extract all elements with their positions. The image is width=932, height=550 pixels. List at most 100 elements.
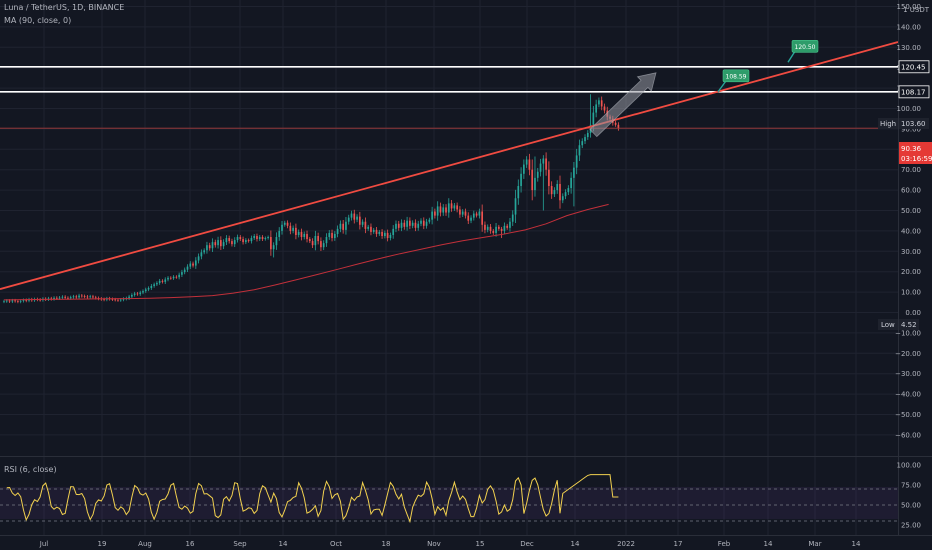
candle-body[interactable] — [406, 220, 408, 227]
candle-body[interactable] — [272, 245, 275, 250]
candle-body[interactable] — [439, 206, 442, 213]
candle-body[interactable] — [573, 167, 575, 178]
candle-body[interactable] — [89, 296, 92, 298]
candle-body[interactable] — [506, 225, 509, 228]
candle-body[interactable] — [561, 196, 564, 201]
candle-body[interactable] — [69, 297, 72, 299]
candle-body[interactable] — [86, 296, 89, 298]
candle-body[interactable] — [156, 282, 158, 285]
candle-body[interactable] — [167, 277, 169, 280]
candle-body[interactable] — [119, 299, 122, 301]
candle-body[interactable] — [364, 221, 367, 229]
candle-body[interactable] — [361, 221, 364, 225]
candle-body[interactable] — [539, 163, 542, 172]
candle-body[interactable] — [297, 231, 300, 235]
candle-body[interactable] — [339, 223, 342, 229]
candle-body[interactable] — [314, 236, 317, 246]
candle-body[interactable] — [300, 231, 303, 238]
candle-body[interactable] — [133, 293, 136, 295]
callout-box[interactable] — [722, 69, 750, 83]
candle-body[interactable] — [347, 217, 350, 222]
candle-body[interactable] — [331, 232, 333, 239]
candle-body[interactable] — [542, 158, 545, 164]
candle-body[interactable] — [358, 216, 361, 225]
candle-body[interactable] — [392, 228, 395, 235]
candle-body[interactable] — [75, 296, 78, 298]
candle-body[interactable] — [395, 223, 397, 229]
candle-body[interactable] — [342, 223, 345, 230]
candle-body[interactable] — [592, 112, 595, 125]
candle-body[interactable] — [295, 227, 297, 235]
candle-body[interactable] — [200, 252, 203, 257]
ma-indicator-label[interactable]: MA (90, close, 0) — [4, 16, 72, 25]
candle-body[interactable] — [286, 222, 289, 226]
candle-body[interactable] — [22, 300, 25, 301]
candle-body[interactable] — [275, 237, 278, 246]
candle-body[interactable] — [136, 293, 139, 295]
candle-body[interactable] — [511, 214, 514, 222]
candle-body[interactable] — [278, 230, 281, 238]
candle-body[interactable] — [467, 215, 470, 221]
candle-body[interactable] — [328, 232, 331, 238]
candle-body[interactable] — [178, 274, 180, 278]
candle-body[interactable] — [164, 279, 167, 282]
candle-body[interactable] — [183, 269, 186, 273]
candle-body[interactable] — [345, 221, 347, 230]
candle-body[interactable] — [453, 205, 456, 209]
candle-body[interactable] — [581, 141, 584, 146]
candle-body[interactable] — [403, 222, 406, 227]
candle-body[interactable] — [194, 260, 197, 266]
candle-body[interactable] — [470, 217, 472, 221]
candle-body[interactable] — [58, 297, 61, 299]
candle-body[interactable] — [139, 292, 142, 295]
candle-body[interactable] — [578, 145, 581, 156]
candle-body[interactable] — [242, 239, 244, 243]
candle-body[interactable] — [208, 245, 211, 249]
candle-body[interactable] — [231, 241, 233, 245]
rsi-axis[interactable]: 100.00 75.00 50.00 25.00 — [897, 462, 922, 530]
candle-body[interactable] — [434, 211, 436, 216]
candle-body[interactable] — [128, 296, 130, 299]
candle-body[interactable] — [306, 233, 308, 240]
candle-body[interactable] — [211, 242, 214, 249]
candle-body[interactable] — [181, 272, 183, 275]
candle-body[interactable] — [111, 299, 114, 300]
rsi-pane[interactable] — [0, 474, 898, 524]
candle-body[interactable] — [3, 301, 5, 303]
candle-body[interactable] — [219, 240, 222, 247]
candle-body[interactable] — [595, 104, 597, 113]
callout-box[interactable] — [791, 39, 819, 53]
candle-body[interactable] — [495, 226, 497, 233]
candle-body[interactable] — [400, 222, 403, 228]
candle-body[interactable] — [389, 234, 392, 239]
candle-body[interactable] — [94, 297, 97, 299]
candle-body[interactable] — [228, 238, 231, 242]
candle-body[interactable] — [564, 192, 567, 197]
candle-body[interactable] — [514, 198, 517, 215]
candle-body[interactable] — [5, 300, 8, 302]
candle-body[interactable] — [442, 207, 445, 213]
candle-body[interactable] — [556, 183, 559, 191]
candle-body[interactable] — [83, 296, 86, 297]
rsi-line[interactable] — [6, 474, 619, 524]
candle-body[interactable] — [103, 299, 105, 301]
candle-body[interactable] — [239, 237, 242, 240]
candle-body[interactable] — [536, 171, 539, 178]
candle-body[interactable] — [270, 237, 272, 250]
candle-body[interactable] — [206, 245, 208, 251]
candle-body[interactable] — [25, 300, 28, 301]
candle-body[interactable] — [447, 203, 450, 213]
candle-body[interactable] — [161, 280, 164, 282]
candle-body[interactable] — [411, 222, 414, 226]
candle-body[interactable] — [245, 240, 247, 243]
candle-body[interactable] — [367, 226, 370, 229]
candle-body[interactable] — [67, 297, 69, 299]
candle-body[interactable] — [317, 236, 319, 242]
candle-body[interactable] — [598, 100, 600, 105]
candle-body[interactable] — [8, 300, 11, 302]
candle-body[interactable] — [570, 177, 572, 189]
candle-body[interactable] — [17, 301, 19, 302]
candle-body[interactable] — [250, 238, 253, 242]
candle-body[interactable] — [472, 213, 475, 218]
candle-body[interactable] — [61, 296, 64, 298]
